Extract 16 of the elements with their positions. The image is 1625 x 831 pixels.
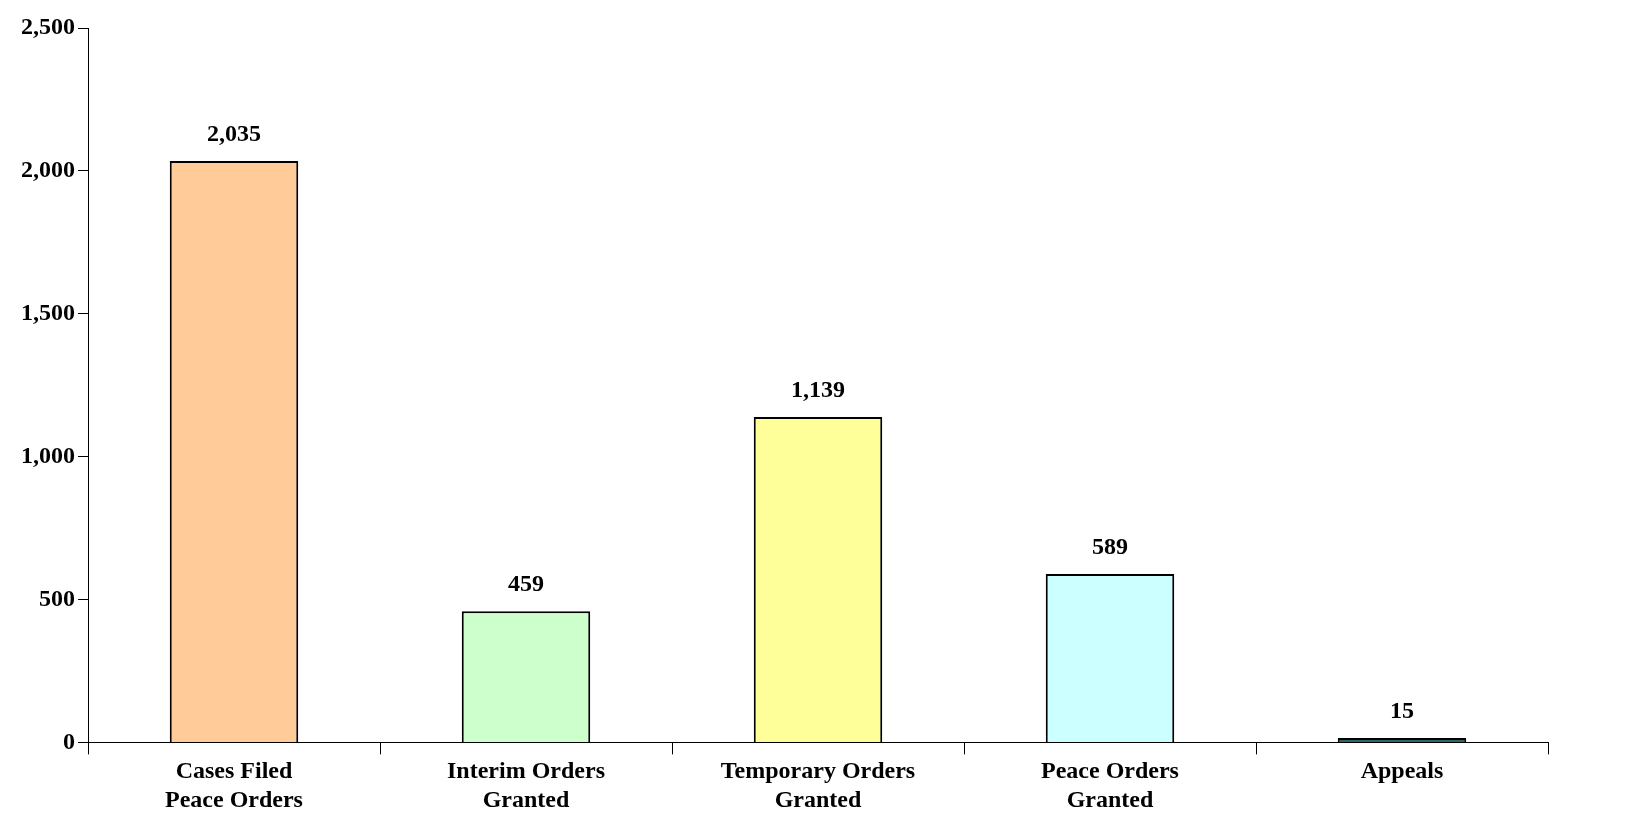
x-tick-label: Appeals [1360, 757, 1444, 783]
y-tick-label: 2,000 [21, 156, 75, 183]
y-tick-label: 500 [39, 584, 75, 611]
x-tick-label: Peace Orders Granted [1041, 757, 1179, 812]
y-tick-label: 1,500 [21, 298, 75, 325]
x-tick-label: Temporary Orders Granted [720, 757, 916, 812]
x-tick-label: Interim Orders Granted [447, 757, 605, 812]
data-label: 459 [508, 570, 544, 597]
data-label: 2,035 [207, 120, 261, 147]
data-label: 1,139 [791, 376, 845, 403]
y-tick-label: 2,500 [21, 13, 75, 40]
data-label: 15 [1390, 697, 1414, 724]
x-tick-label: Cases Filed Peace Orders [165, 757, 303, 812]
y-tick-label: 1,000 [21, 441, 75, 468]
data-label: 589 [1092, 533, 1128, 560]
y-tick-label: 0 [63, 727, 75, 754]
